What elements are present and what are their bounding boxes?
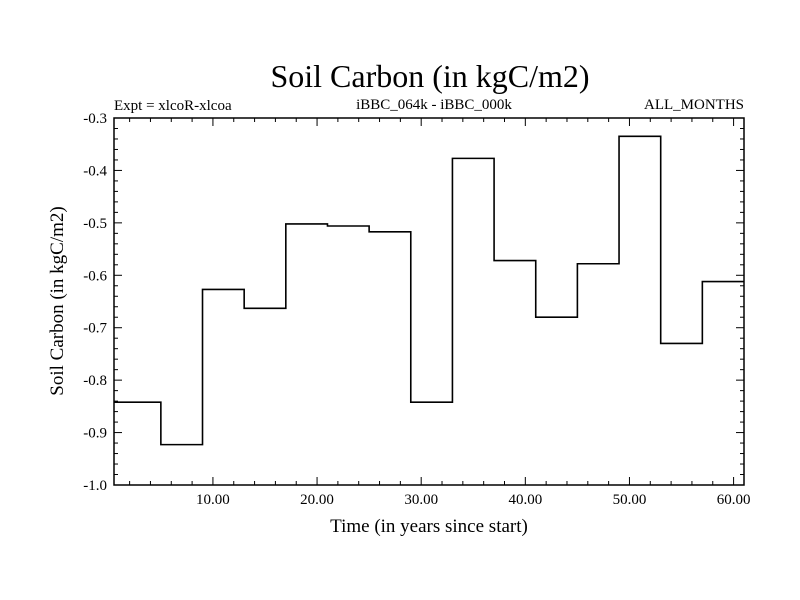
series-group [114, 135, 744, 446]
x-tick-label: 50.00 [613, 492, 647, 508]
axis-ticks [114, 117, 744, 486]
x-axis-label: Time (in years since start) [330, 516, 528, 537]
subtitle-left: Expt = xlcoR-xlcoa [114, 98, 232, 114]
x-tick-label: 20.00 [300, 492, 334, 508]
subtitle-center: iBBC_064k - iBBC_000k [356, 97, 512, 113]
y-tick-label: -0.3 [83, 111, 107, 127]
x-tick-label: 60.00 [717, 492, 751, 508]
y-axis-label: Soil Carbon (in kgC/m2) [47, 206, 68, 395]
y-tick-label: -0.7 [83, 321, 107, 337]
y-tick-label: -1.0 [83, 478, 107, 494]
axis-tick-labels: -1.0 -0.9 -0.8 -0.7 -0.6 -0.5 -0.4 -0.3 10.00 20.… [83, 111, 750, 508]
chart-title: Soil Carbon (in kgC/m2) [270, 58, 589, 94]
x-tick-label: 10.00 [196, 492, 230, 508]
y-tick-label: -0.6 [83, 268, 107, 284]
x-tick-label: 30.00 [404, 492, 438, 508]
x-tick-label: 40.00 [508, 492, 542, 508]
y-tick-label: -0.8 [83, 373, 107, 389]
y-tick-label: -0.9 [83, 426, 107, 442]
series-line [114, 135, 744, 446]
plot-frame [113, 117, 745, 486]
subtitle-right: ALL_MONTHS [644, 97, 744, 113]
y-tick-label: -0.5 [83, 216, 107, 232]
y-tick-label: -0.4 [83, 163, 107, 179]
